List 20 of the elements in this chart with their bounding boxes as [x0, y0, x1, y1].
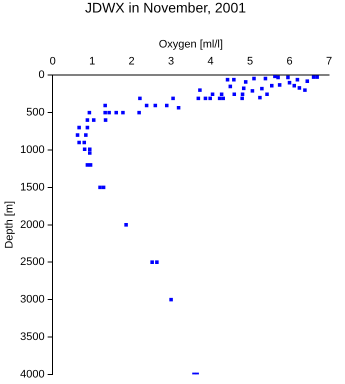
x-tick-label: 0	[50, 56, 56, 68]
y-axis-title: Depth [m]	[4, 200, 16, 249]
y-tick-label: 0	[38, 69, 45, 82]
x-tick-label: 3	[168, 56, 174, 68]
y-tick-label: 2500	[20, 256, 45, 268]
x-axis-title: Oxygen [ml/l]	[158, 38, 223, 50]
y-tick-label: 2000	[20, 218, 45, 231]
y-tick-label: 1500	[20, 181, 45, 194]
x-tick-label: 1	[89, 56, 96, 68]
y-tick-label: 3000	[20, 294, 45, 306]
y-tick-label: 3500	[20, 331, 45, 344]
y-tick-label: 4000	[20, 368, 45, 380]
y-tick-label: 500	[26, 106, 45, 119]
x-tick-label: 4	[208, 56, 214, 68]
x-tick-label: 5	[246, 56, 254, 68]
y-tick-label: 1000	[20, 144, 45, 156]
x-tick-label: 7	[326, 56, 332, 68]
chart-title: JDWX in November, 2001	[84, 0, 246, 16]
x-tick-label: 6	[286, 56, 293, 68]
x-tick-label: 2	[128, 56, 135, 68]
